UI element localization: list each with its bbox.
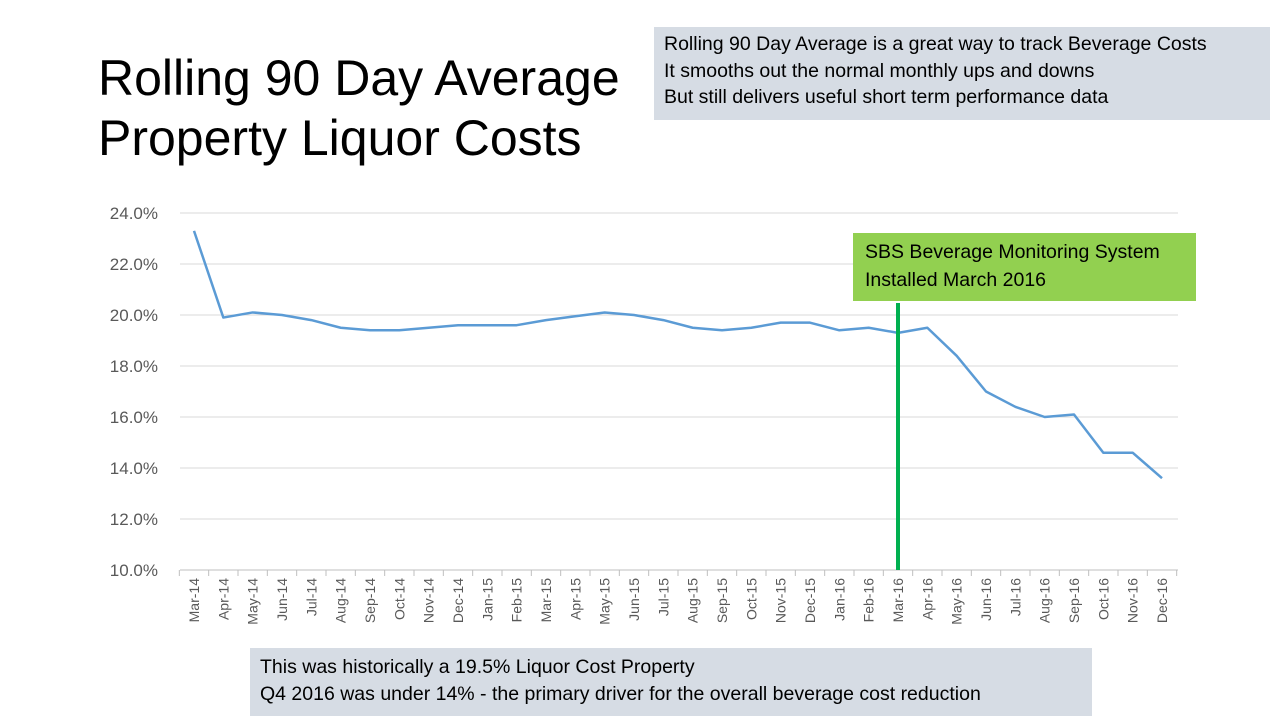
- note-line: It smooths out the normal monthly ups an…: [664, 59, 1095, 82]
- y-tick-label: 12.0%: [110, 510, 158, 529]
- x-tick-label: Jul-16: [1007, 578, 1023, 616]
- y-tick-label: 22.0%: [110, 255, 158, 274]
- callout-line: SBS Beverage Monitoring System: [865, 241, 1160, 263]
- x-tick-label: Oct-14: [391, 578, 407, 620]
- x-tick-label: Aug-14: [333, 578, 349, 623]
- note-line: Q4 2016 was under 14% - the primary driv…: [260, 682, 981, 705]
- x-tick-label: Sep-15: [714, 578, 730, 623]
- x-tick-label: Mar-16: [890, 578, 906, 623]
- y-tick-label: 10.0%: [110, 561, 158, 580]
- x-tick-label: May-14: [245, 578, 261, 625]
- note-line: This was historically a 19.5% Liquor Cos…: [260, 656, 695, 678]
- x-tick-label: Dec-15: [802, 578, 818, 623]
- y-tick-label: 24.0%: [110, 204, 158, 223]
- x-tick-label: Jun-14: [274, 578, 290, 621]
- x-tick-label: Apr-15: [567, 578, 583, 620]
- info-note-bottom: This was historically a 19.5% Liquor Cos…: [250, 648, 1092, 716]
- x-tick-label: Jan-15: [479, 578, 495, 621]
- title-line-1: Rolling 90 Day Average: [98, 50, 620, 106]
- install-callout: SBS Beverage Monitoring System Installed…: [853, 233, 1196, 301]
- x-tick-label: Nov-15: [773, 578, 789, 623]
- x-tick-label: Aug-16: [1037, 578, 1053, 623]
- x-tick-label: Dec-16: [1154, 578, 1170, 623]
- y-tick-label: 16.0%: [110, 408, 158, 427]
- y-tick-label: 20.0%: [110, 306, 158, 325]
- x-tick-label: Jul-15: [655, 578, 671, 616]
- x-tick-label: Oct-15: [743, 578, 759, 620]
- x-tick-label: Feb-16: [861, 578, 877, 623]
- x-tick-label: Sep-16: [1066, 578, 1082, 623]
- title-line-2: Property Liquor Costs: [98, 110, 582, 166]
- x-tick-label: Nov-14: [421, 578, 437, 623]
- x-tick-label: May-15: [597, 578, 613, 625]
- y-tick-label: 18.0%: [110, 357, 158, 376]
- x-tick-label: Dec-14: [450, 578, 466, 623]
- info-note-top: Rolling 90 Day Average is a great way to…: [654, 27, 1270, 120]
- x-tick-label: Nov-16: [1125, 578, 1141, 623]
- x-tick-label: May-16: [949, 578, 965, 625]
- x-tick-label: Jul-14: [303, 578, 319, 616]
- x-tick-label: Apr-14: [215, 578, 231, 620]
- x-tick-label: Jun-15: [626, 578, 642, 621]
- x-tick-label: Feb-15: [509, 578, 525, 623]
- x-tick-label: Jun-16: [978, 578, 994, 621]
- x-tick-label: Oct-16: [1095, 578, 1111, 620]
- x-tick-label: Jan-16: [831, 578, 847, 621]
- note-line: But still delivers useful short term per…: [664, 86, 1109, 108]
- x-tick-label: Sep-14: [362, 578, 378, 623]
- chart-title: Rolling 90 Day Average Property Liquor Co…: [98, 48, 620, 168]
- x-tick-label: Mar-15: [538, 578, 554, 623]
- note-line: Rolling 90 Day Average is a great way to…: [664, 33, 1207, 55]
- x-tick-label: Apr-16: [919, 578, 935, 620]
- x-tick-label: Aug-15: [685, 578, 701, 623]
- series-line: [192, 230, 1163, 480]
- y-tick-label: 14.0%: [110, 459, 158, 478]
- callout-line: Installed March 2016: [865, 269, 1047, 291]
- x-tick-label: Mar-14: [186, 578, 202, 623]
